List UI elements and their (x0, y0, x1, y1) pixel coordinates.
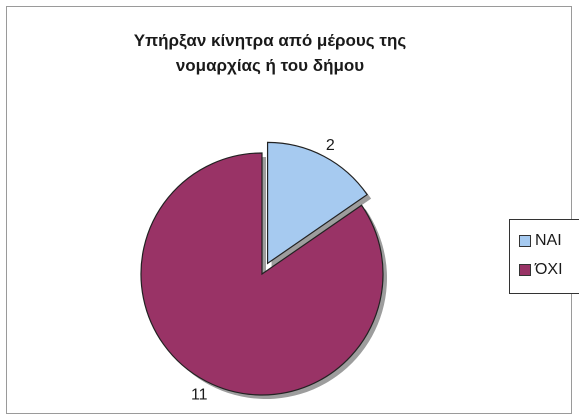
legend-label-oxi: ΌΧΙ (535, 261, 563, 278)
legend-item-oxi: ΌΧΙ (519, 260, 563, 280)
chart-title: Υπήρξαν κίνητρα από μέρους της νομαρχίας… (70, 28, 470, 78)
chart-title-line-1: Υπήρξαν κίνητρα από μέρους της (133, 31, 407, 50)
legend-item-nai: ΝΑΙ (519, 231, 562, 251)
pie-slice-nai (266, 141, 368, 265)
data-label-nai: 2 (326, 137, 335, 154)
pie-slice-oxi (140, 152, 384, 396)
legend-swatch-oxi (519, 264, 531, 276)
legend-swatch-nai (519, 235, 531, 247)
legend: ΝΑΙ ΌΧΙ (509, 219, 579, 294)
data-label-oxi: 11 (191, 387, 208, 404)
legend-label-nai: ΝΑΙ (535, 232, 562, 249)
chart-title-line-2: νομαρχίας ή του δήμου (175, 56, 365, 75)
